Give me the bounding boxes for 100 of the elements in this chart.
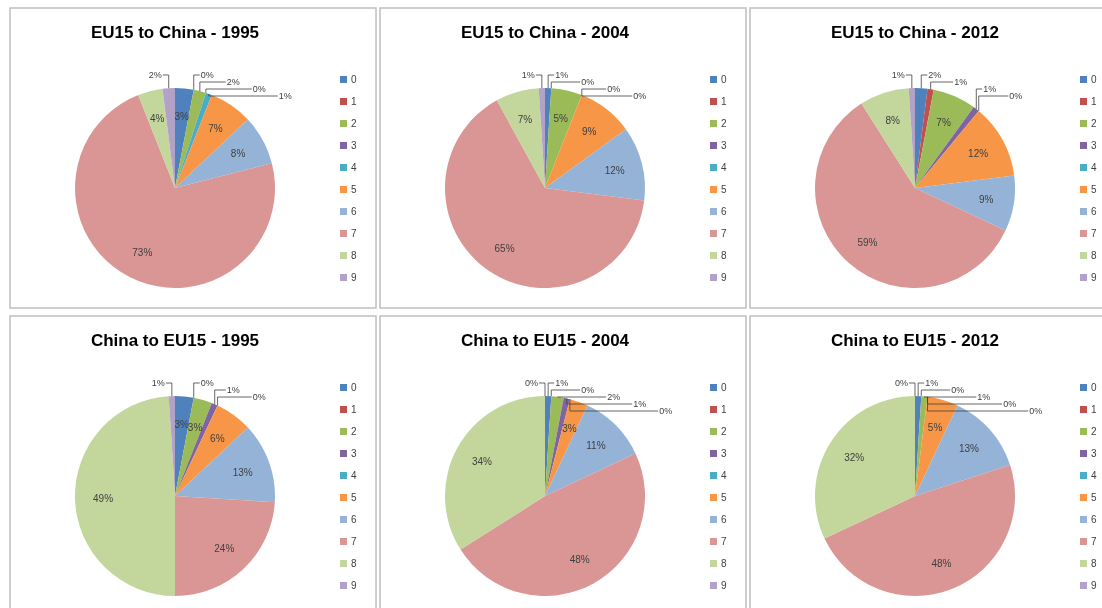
legend-label: 4 (721, 162, 727, 173)
legend-label: 9 (1091, 272, 1097, 283)
legend-label: 4 (351, 470, 357, 481)
data-label: 5% (553, 112, 569, 124)
legend-label: 8 (1091, 250, 1097, 261)
legend-label: 8 (351, 558, 357, 569)
pie-slice (496, 88, 545, 188)
data-label: 1% (891, 70, 905, 80)
legend-label: 3 (351, 448, 357, 459)
data-label: 34% (471, 456, 493, 468)
data-label: 1% (983, 84, 997, 94)
legend-label: 8 (351, 250, 357, 261)
text: 0% (200, 378, 214, 388)
text: 0% (633, 91, 647, 101)
data-label: 1% (925, 378, 939, 388)
legend-label: 5 (1091, 492, 1097, 503)
text: 0% (1029, 406, 1043, 416)
text: 0% (951, 385, 965, 395)
text: 0% (252, 392, 266, 402)
data-label: 1% (555, 378, 569, 388)
chart-title: China to EU15 - 1995 (90, 331, 260, 350)
legend-label: 7 (721, 228, 727, 239)
data-label: 11% (586, 440, 606, 452)
legend-label: 4 (1091, 162, 1097, 173)
pie-slice (175, 95, 248, 188)
pie-slice (75, 396, 175, 596)
data-label: 49% (93, 493, 114, 505)
chart-title: China to EU15 - 2012 (830, 331, 1000, 350)
data-label: 9% (581, 126, 597, 138)
legend-label: 3 (351, 140, 357, 151)
text: 0% (659, 406, 673, 416)
legend-label: 1 (351, 404, 357, 415)
legend-label: 6 (1091, 206, 1097, 217)
legend-label: 1 (1091, 404, 1097, 415)
data-label: 24% (214, 543, 235, 555)
legend-label: 7 (1091, 536, 1097, 547)
legend-label: 9 (351, 272, 357, 283)
legend-label: 9 (351, 580, 357, 591)
legend-label: 6 (351, 206, 357, 217)
legend-label: 3 (721, 448, 727, 459)
pie-slice (861, 88, 915, 188)
legend-label: 4 (351, 162, 357, 173)
legend-label: 6 (351, 514, 357, 525)
pie-slice (175, 496, 275, 596)
data-label: 6% (210, 432, 225, 444)
data-label: 9% (978, 194, 994, 206)
legend-label: 2 (721, 118, 727, 129)
pie-slice (545, 405, 636, 496)
legend-label: 0 (721, 382, 727, 393)
legend-label: 3 (1091, 140, 1097, 151)
legend-label: 2 (1091, 426, 1097, 437)
data-label: 1% (977, 392, 991, 402)
text: 0% (524, 378, 538, 388)
chart-title: EU15 to China - 2004 (460, 23, 630, 42)
pie-slice (915, 405, 1011, 496)
data-label: 7% (936, 116, 951, 128)
pie-slice (545, 88, 582, 188)
chart-title: EU15 to China - 2012 (830, 23, 1000, 42)
legend-label: 2 (1091, 118, 1097, 129)
legend-label: 5 (351, 492, 357, 503)
data-label: 7% (517, 113, 533, 125)
pie-slice (460, 453, 645, 596)
text: 0% (581, 77, 595, 87)
legend-label: 3 (721, 140, 727, 151)
legend-label: 8 (721, 558, 727, 569)
legend-label: 0 (721, 74, 727, 85)
legend-label: 5 (721, 492, 727, 503)
legend-label: 1 (351, 96, 357, 107)
pie-slice (915, 175, 1015, 231)
legend-label: 8 (721, 250, 727, 261)
legend-label: 7 (1091, 228, 1097, 239)
text: 0% (1003, 399, 1017, 409)
text: 0% (1009, 91, 1023, 101)
text: 0% (252, 84, 266, 94)
pie-slice (815, 103, 1006, 288)
data-label: 3% (187, 421, 203, 433)
data-label: 4% (149, 113, 165, 125)
pie-slice (815, 396, 915, 539)
pie-slice (915, 110, 1015, 188)
text: 0% (607, 84, 621, 94)
pie-slice (138, 88, 175, 188)
legend-label: 0 (351, 74, 357, 85)
data-label: 59% (857, 237, 878, 249)
chart-title: EU15 to China - 1995 (90, 23, 260, 42)
data-label: 1% (278, 91, 292, 101)
legend-label: 7 (351, 536, 357, 547)
data-label: 3% (562, 423, 577, 435)
legend-label: 2 (351, 426, 357, 437)
pie-slice (175, 89, 206, 188)
legend-label: 1 (721, 96, 727, 107)
legend-label: 9 (721, 580, 727, 591)
legend-label: 3 (1091, 448, 1097, 459)
data-label: 48% (569, 554, 590, 566)
data-label: 2% (607, 392, 621, 402)
pie-slice (545, 95, 626, 188)
text: 0% (581, 385, 595, 395)
data-label: 1% (633, 399, 647, 409)
data-label: 2% (226, 77, 240, 87)
data-label: 32% (844, 452, 865, 464)
data-label: 3% (174, 111, 190, 123)
